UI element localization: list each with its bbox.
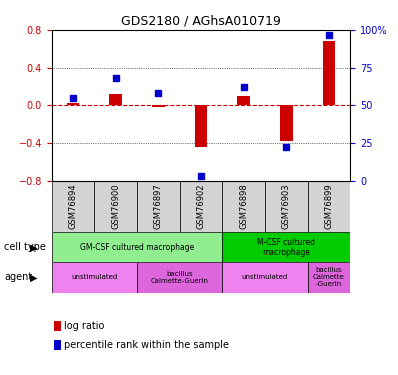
Bar: [308, 262, 350, 292]
Text: cell type: cell type: [4, 242, 46, 252]
Text: GSM76894: GSM76894: [68, 184, 78, 229]
Bar: [179, 181, 222, 232]
Text: GSM76903: GSM76903: [282, 184, 291, 229]
Bar: [52, 262, 137, 292]
Text: bacillus
Calmette
-Guerin: bacillus Calmette -Guerin: [313, 267, 345, 288]
Text: GSM76900: GSM76900: [111, 184, 120, 229]
Text: bacillus
Calmette-Guerin: bacillus Calmette-Guerin: [151, 271, 209, 284]
Bar: [265, 181, 308, 232]
Bar: [52, 181, 94, 232]
Text: GSM76897: GSM76897: [154, 183, 163, 229]
Bar: [109, 94, 122, 105]
Text: GSM76899: GSM76899: [324, 184, 334, 229]
Title: GDS2180 / AGhsA010719: GDS2180 / AGhsA010719: [121, 15, 281, 27]
Bar: [308, 181, 350, 232]
Bar: [66, 104, 80, 105]
Text: GSM76902: GSM76902: [197, 184, 205, 229]
Text: percentile rank within the sample: percentile rank within the sample: [64, 340, 229, 350]
Bar: [52, 232, 222, 262]
Text: ▶: ▶: [30, 242, 37, 252]
Bar: [222, 262, 308, 292]
Bar: [280, 105, 293, 141]
Bar: [237, 96, 250, 105]
Bar: [222, 181, 265, 232]
Bar: [94, 181, 137, 232]
Text: GSM76898: GSM76898: [239, 183, 248, 229]
Bar: [195, 105, 207, 147]
Bar: [222, 232, 350, 262]
Text: unstimulated: unstimulated: [242, 274, 288, 280]
Text: unstimulated: unstimulated: [71, 274, 117, 280]
Bar: [322, 41, 335, 105]
Bar: [137, 262, 222, 292]
Bar: [152, 105, 165, 107]
Text: GM-CSF cultured macrophage: GM-CSF cultured macrophage: [80, 243, 194, 252]
Text: ▶: ▶: [30, 273, 37, 282]
Text: log ratio: log ratio: [64, 321, 104, 331]
Text: agent: agent: [4, 273, 32, 282]
Text: M-CSF cultured
macrophage: M-CSF cultured macrophage: [257, 238, 315, 257]
Bar: [137, 181, 179, 232]
